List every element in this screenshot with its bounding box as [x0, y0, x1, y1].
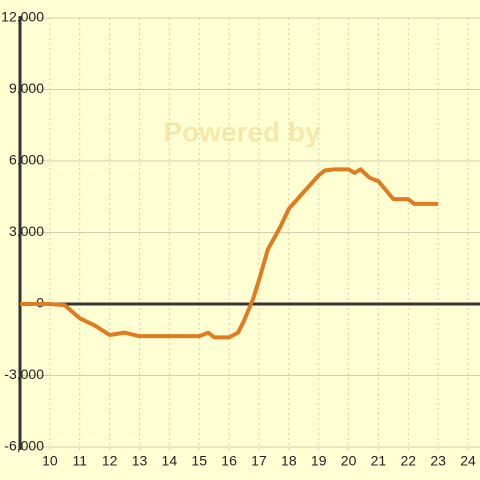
- x-tick-label: 16: [221, 453, 237, 469]
- y-tick-label: -3,000: [4, 366, 44, 382]
- x-tick-label: 24: [460, 453, 476, 469]
- x-tick-label: 14: [162, 453, 178, 469]
- x-tick-label: 17: [251, 453, 267, 469]
- x-tick-label: 10: [42, 453, 58, 469]
- line-series: [20, 167, 439, 340]
- x-tick-label: 20: [341, 453, 357, 469]
- x-tick-label: 19: [311, 453, 327, 469]
- x-tick-label: 18: [281, 453, 297, 469]
- y-tick-label: 9,000: [9, 80, 44, 96]
- x-tick-label: 11: [72, 453, 87, 469]
- x-tick-label: 21: [371, 453, 387, 469]
- y-tick-label: 3,000: [9, 223, 44, 239]
- x-tick-label: 23: [430, 453, 446, 469]
- x-tick-label: 12: [102, 453, 118, 469]
- y-tick-label: 6,000: [9, 152, 44, 168]
- y-tick-label: 12,000: [1, 9, 44, 25]
- x-tick-label: 15: [191, 453, 207, 469]
- x-tick-label: 22: [401, 453, 417, 469]
- watermark: Powered by: [163, 116, 321, 147]
- y-tick-label: -6,000: [4, 438, 44, 454]
- x-tick-label: 13: [132, 453, 148, 469]
